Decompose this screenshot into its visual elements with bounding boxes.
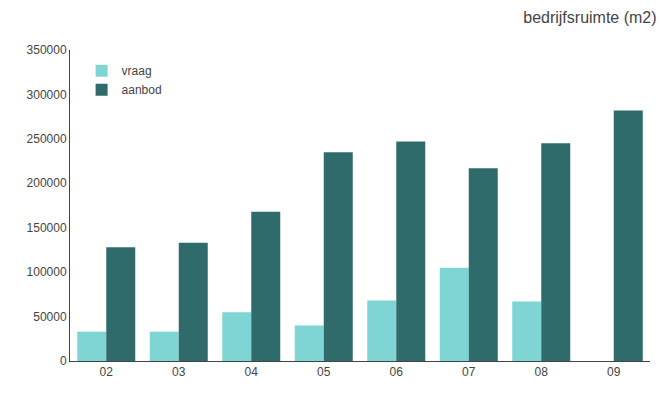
svg-text:200000: 200000 bbox=[27, 176, 67, 190]
svg-text:02: 02 bbox=[100, 365, 114, 379]
svg-text:vraag: vraag bbox=[122, 64, 152, 78]
svg-text:05: 05 bbox=[317, 365, 331, 379]
svg-text:150000: 150000 bbox=[27, 221, 67, 235]
svg-text:250000: 250000 bbox=[27, 132, 67, 146]
svg-text:aanbod: aanbod bbox=[122, 83, 162, 97]
svg-text:03: 03 bbox=[172, 365, 186, 379]
svg-text:bedrijfsruimte (m2): bedrijfsruimte (m2) bbox=[523, 9, 656, 26]
svg-text:50000: 50000 bbox=[33, 310, 67, 324]
svg-text:350000: 350000 bbox=[27, 43, 67, 57]
svg-text:04: 04 bbox=[245, 365, 259, 379]
svg-text:300000: 300000 bbox=[27, 88, 67, 102]
svg-text:0: 0 bbox=[60, 354, 67, 368]
svg-text:09: 09 bbox=[607, 365, 621, 379]
svg-text:07: 07 bbox=[462, 365, 476, 379]
svg-text:100000: 100000 bbox=[27, 265, 67, 279]
svg-text:06: 06 bbox=[390, 365, 404, 379]
svg-text:08: 08 bbox=[535, 365, 549, 379]
